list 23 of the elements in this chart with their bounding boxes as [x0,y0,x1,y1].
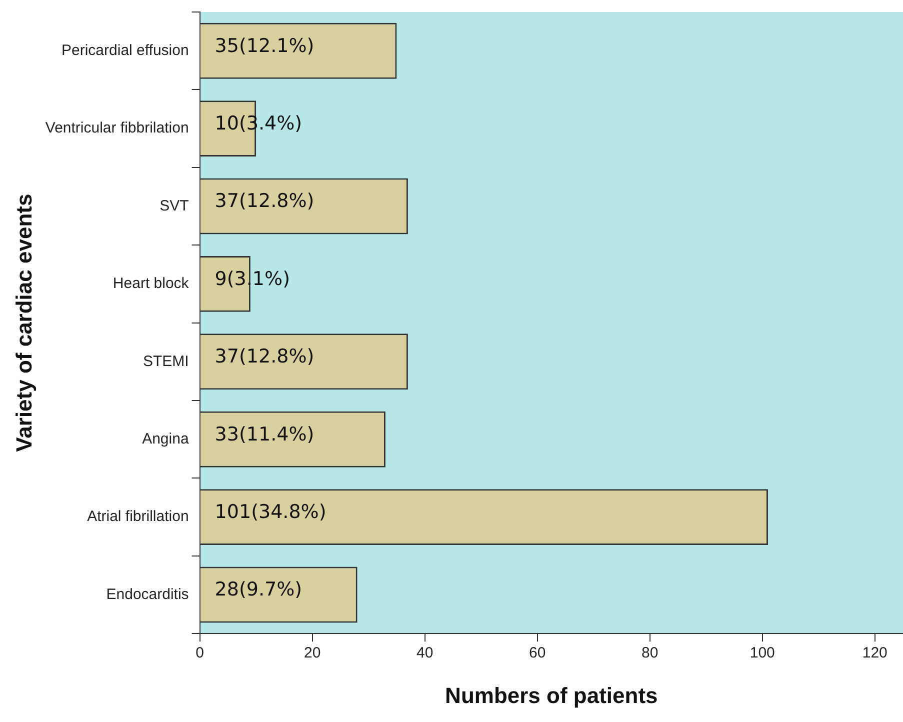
data-label: 28(9.7%) [214,578,302,601]
y-tick-label: SVT [160,197,189,214]
y-axis-title: Variety of cardiac events [11,194,36,452]
y-tick-label: Angina [142,430,190,448]
y-tick-label: Endocarditis [106,586,189,603]
y-tick-label: Heart block [112,275,190,292]
x-tick-label: 60 [528,644,546,662]
y-tick-label: Pericardial effusion [62,42,189,59]
y-tick-label: Ventricular fibbrilation [45,120,189,137]
x-axis-title: Numbers of patients [445,682,658,708]
x-tick-label: 100 [750,644,775,662]
x-tick-label: 80 [642,644,658,662]
data-label: 37(12.8%) [214,346,314,368]
x-tick-label: 120 [862,644,888,662]
y-tick-label: STEMI [142,352,189,370]
y-tick-label: Atrial fibrillation [87,508,189,526]
data-label: 101(34.8%) [214,500,326,523]
data-label: 33(11.4%) [214,423,314,446]
x-tick-label: 40 [416,644,434,662]
x-tick-label: 20 [304,644,321,662]
data-label: 35(12.1%) [214,34,314,57]
x-tick-label: 0 [196,644,204,662]
data-label: 37(12.8%) [214,190,314,212]
